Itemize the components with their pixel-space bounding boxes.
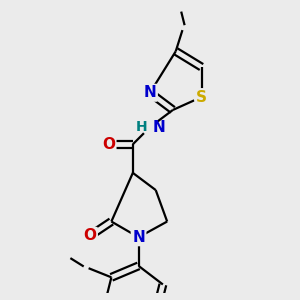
Text: H: H: [136, 120, 148, 134]
Text: S: S: [196, 90, 207, 105]
Text: N: N: [152, 120, 165, 135]
Text: O: O: [102, 137, 115, 152]
Text: N: N: [132, 230, 145, 245]
Text: O: O: [83, 228, 96, 243]
Text: N: N: [144, 85, 156, 100]
